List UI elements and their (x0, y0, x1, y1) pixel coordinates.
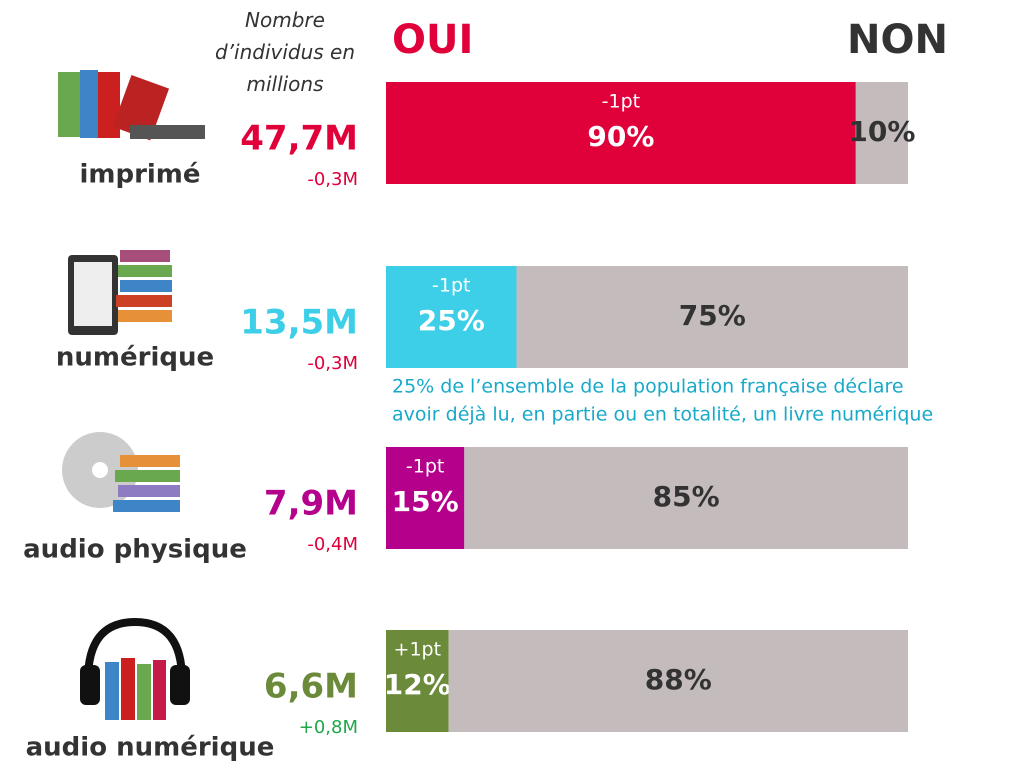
value-label: 12% (384, 668, 451, 701)
icon-cd-books (62, 432, 180, 512)
legend-entry: OUI (392, 17, 473, 63)
count-change: -0,4M (307, 534, 358, 555)
subtitle: Nombre d’individus en millions (200, 4, 370, 100)
category-label: audio numérique (26, 733, 275, 763)
count-label: 6,6M (264, 667, 358, 707)
legend-entry: NON (847, 17, 948, 63)
count-change: -0,3M (307, 169, 358, 190)
change-label: -1pt (406, 456, 444, 478)
category-label: numérique (56, 343, 214, 373)
change-label: +1pt (394, 639, 442, 661)
count-label: 47,7M (240, 119, 358, 159)
value-label: 75% (679, 299, 746, 332)
count-label: 13,5M (240, 303, 358, 343)
annotation: avoir déjà lu, en partie ou en totalité,… (392, 404, 933, 426)
infographic: OUI NON 90% -1pt 10% imprimé 47,7M -0,3M 25% -1pt… (0, 0, 1022, 768)
change-label: -1pt (602, 91, 640, 113)
change-label: -1pt (432, 275, 470, 297)
count-label: 7,9M (264, 484, 358, 524)
category-label: audio physique (23, 535, 247, 565)
annotation: 25% de l’ensemble de la population franç… (392, 376, 904, 398)
icon-headphones (80, 622, 190, 720)
value-label: 15% (392, 485, 459, 518)
category-label: imprimé (79, 160, 200, 190)
value-label: 85% (653, 480, 720, 513)
chart: OUI NON 90% -1pt 10% imprimé 47,7M -0,3M 25% -1pt… (0, 0, 1022, 768)
value-label: 25% (418, 304, 485, 337)
value-label: 90% (587, 120, 654, 153)
value-label: 88% (645, 663, 712, 696)
icon-ereader (68, 250, 172, 335)
value-label: 10% (848, 115, 915, 148)
icon-books (58, 70, 205, 140)
count-change: +0,8M (299, 717, 358, 738)
count-change: -0,3M (307, 353, 358, 374)
